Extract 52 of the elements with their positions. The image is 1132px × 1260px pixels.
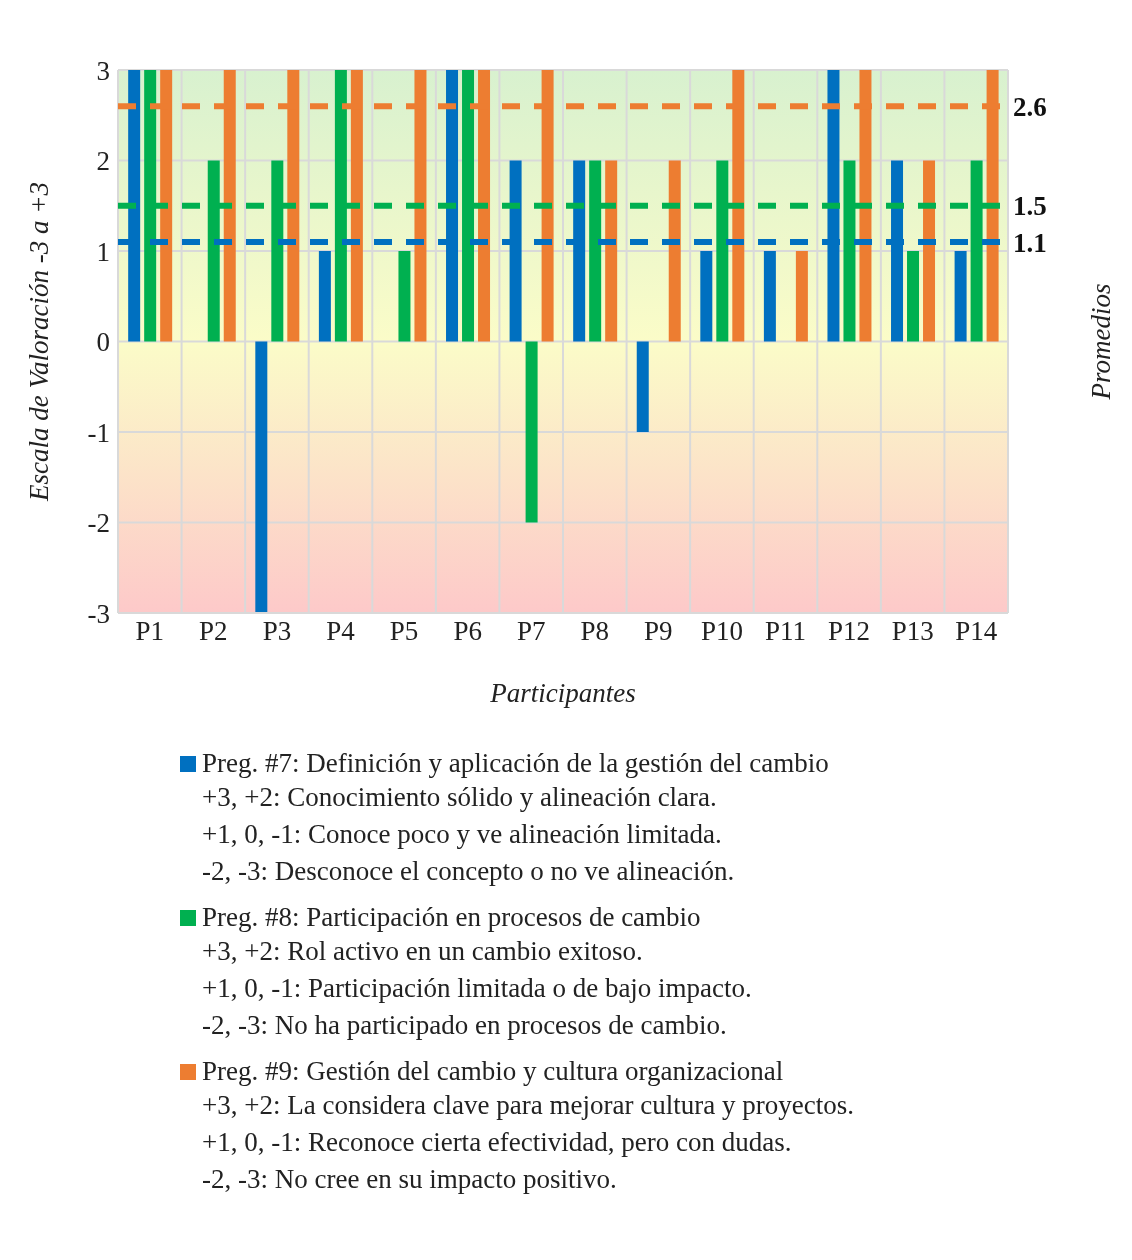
- bar: [795, 251, 808, 342]
- x-tick-label: P2: [199, 616, 228, 647]
- text: -2, -3: No ha participado en procesos de cambio.: [201, 1009, 728, 1042]
- bar: [763, 251, 776, 342]
- x-tick-label: P5: [389, 616, 419, 647]
- y-tick-label: -2: [87, 508, 110, 539]
- bar: [398, 251, 411, 342]
- y2-axis-title: Promedios: [1085, 283, 1116, 401]
- legend-label: Preg. #9: Gestión del cambio y cultura organizacional: [202, 1056, 784, 1087]
- text: +1, 0, -1: Participación limitada o de bajo impacto.: [201, 972, 753, 1005]
- bar: [525, 341, 538, 523]
- text: +3, +2: La considera clave para mejorar cultura y proyectos.: [201, 1089, 855, 1122]
- ref-line-label: 1.1: [1013, 227, 1047, 258]
- x-tick-label: P10: [700, 616, 743, 647]
- x-tick-label: P11: [764, 616, 807, 647]
- bar: [318, 251, 331, 342]
- y-tick-label: -3: [87, 598, 110, 629]
- ref-line-label: 2.6: [1013, 91, 1047, 122]
- text: -2, -3: Desconoce el concepto o no ve alineación.: [201, 855, 736, 888]
- x-tick-label: P6: [453, 616, 482, 647]
- text: +1, 0, -1: Conoce poco y ve alineación limitada.: [201, 818, 723, 851]
- x-tick-label: P8: [580, 616, 610, 647]
- bar: [923, 160, 936, 342]
- x-tick-label: P4: [326, 616, 356, 647]
- bar: [700, 251, 713, 342]
- y-tick-label: 2: [96, 146, 110, 177]
- bar: [636, 341, 649, 432]
- bar: [954, 251, 967, 342]
- x-axis-title: Participantes: [489, 678, 636, 708]
- text: +3, +2: Rol activo en un cambio exitoso.: [201, 935, 644, 968]
- y-tick-label: 0: [96, 327, 110, 358]
- text: -2, -3: No cree en su impacto positivo.: [201, 1163, 618, 1196]
- text: +1, 0, -1: Reconoce cierta efectividad, pero con dudas.: [201, 1126, 793, 1159]
- y-tick-label: 3: [96, 55, 110, 86]
- x-tick-label: P1: [135, 616, 165, 647]
- y-tick-label: -1: [87, 417, 110, 448]
- x-tick-label: P14: [955, 616, 998, 647]
- x-tick-label: P9: [644, 616, 673, 647]
- bar: [605, 160, 618, 342]
- y-tick-label: 1: [96, 236, 110, 267]
- bar: [255, 341, 268, 613]
- bar: [907, 251, 920, 342]
- text: +3, +2: Conocimiento sólido y alineación clara.: [201, 781, 718, 814]
- legend-label: Preg. #7: Definición y aplicación de la gestión del cambio: [202, 748, 829, 779]
- ref-line-label: 1.5: [1013, 191, 1047, 222]
- x-tick-label: P7: [516, 616, 546, 647]
- x-tick-label: P3: [262, 616, 292, 647]
- x-tick-label: P13: [891, 616, 934, 647]
- legend-label: Preg. #8: Participación en procesos de cambio: [202, 902, 701, 933]
- x-tick-label: P12: [828, 616, 871, 647]
- y-axis-title: Escala de Valoración -3 a +3: [23, 182, 54, 502]
- bar: [668, 160, 681, 342]
